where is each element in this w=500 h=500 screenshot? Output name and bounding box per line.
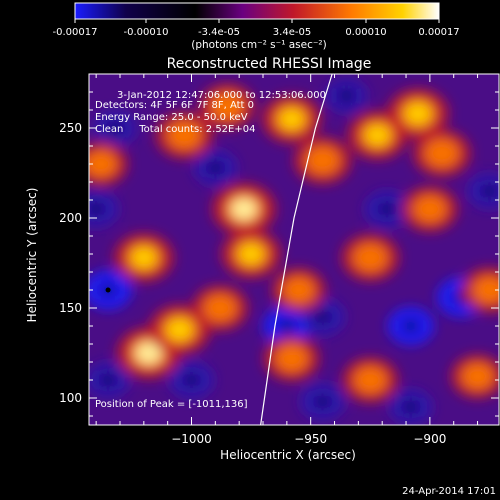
hot-region-mid (353, 243, 388, 273)
annotation-block: 3-Jan-2012 12:47:06.000 to 12:53:06.000 … (95, 90, 326, 410)
cold-core (482, 185, 497, 197)
hot-region-core (135, 342, 162, 364)
hot-region-core (167, 319, 193, 341)
peak-position-label: Position of Peak = [-1011,136] (95, 399, 248, 410)
cold-core (108, 122, 123, 134)
y-axis-label: Heliocentric Y (arcsec) (25, 188, 39, 323)
hot-region-mid (89, 150, 117, 178)
colorbar-tick-label: -3.4e-05 (198, 27, 240, 38)
colorbar-tick-label: -0.00017 (53, 27, 98, 38)
hot-region-mid (424, 138, 459, 168)
y-tick-label: 150 (59, 301, 82, 315)
y-tick-label: 100 (59, 391, 82, 405)
x-tick-label: −950 (294, 432, 327, 446)
hot-region-mid (461, 362, 494, 390)
cold-core (339, 89, 354, 102)
cold-core (403, 320, 418, 332)
hot-region-core (365, 125, 390, 146)
hot-region-mid (305, 145, 340, 175)
cold-core (403, 401, 418, 413)
cold-core (279, 320, 294, 332)
hot-region-mid (210, 92, 244, 121)
hot-region-mid (413, 195, 447, 223)
cold-core (89, 203, 104, 215)
hot-region-core (279, 108, 304, 130)
footer-timestamp: 24-Apr-2014 17:01 (402, 486, 496, 497)
chart-title: Reconstructed RHESSI Image (167, 56, 372, 72)
colorbar-tick-label: 0.00017 (418, 27, 459, 38)
cold-core (315, 311, 330, 323)
annotation-detectors: Detectors: 4F 5F 6F 7F 8F, Att 0 (95, 100, 254, 111)
y-tick-label: 250 (59, 121, 82, 135)
hot-region-mid (203, 294, 237, 322)
cold-core (184, 374, 199, 386)
colorbar-units: (photons cm⁻² s⁻¹ asec⁻²) (191, 39, 326, 51)
cold-core (315, 395, 330, 408)
colorbar-tick-label: 3.4e-05 (273, 27, 311, 38)
cold-core (379, 203, 394, 215)
hot-region-mid (353, 366, 387, 394)
hot-region-core (239, 243, 264, 265)
hot-region-mid (275, 344, 309, 373)
solar-limb-line (260, 74, 333, 425)
hot-region-mid (472, 276, 499, 304)
cold-core (208, 161, 223, 174)
colorbar-tick-label: -0.00010 (124, 27, 169, 38)
hot-region-core (405, 103, 431, 125)
colorbar-ticks: -0.00017 -0.00010 -3.4e-05 3.4e-05 0.00010 0.… (53, 19, 460, 38)
annotation-energy: Energy Range: 25.0 - 50.0 keV (95, 112, 248, 123)
x-axis-ticks: −1000 −950 −900 (95, 74, 479, 446)
plot-area (89, 74, 499, 425)
x-tick-label: −900 (413, 432, 446, 446)
hot-region-mid (282, 276, 315, 304)
hot-region-core (230, 198, 257, 220)
heatmap-layer (89, 78, 499, 425)
annotation-clean: Clean Total counts: 2.52E+04 (95, 124, 255, 135)
cold-core (101, 374, 116, 386)
colorbar: -0.00017 -0.00010 -3.4e-05 3.4e-05 0.00010 0.… (53, 2, 460, 51)
peak-marker (105, 287, 111, 293)
x-tick-label: −1000 (171, 432, 212, 446)
colorbar-gradient (74, 2, 440, 20)
hot-region-core (131, 247, 156, 268)
hot-region-mid (167, 120, 202, 150)
y-tick-label: 200 (59, 211, 82, 225)
annotation-time: 3-Jan-2012 12:47:06.000 to 12:53:06.000 (117, 90, 326, 101)
y-axis-ticks: 100 150 200 250 (59, 73, 499, 417)
plot-frame (88, 73, 500, 426)
x-axis-label: Heliocentric X (arcsec) (220, 448, 356, 462)
colorbar-tick-label: 0.00010 (345, 27, 386, 38)
